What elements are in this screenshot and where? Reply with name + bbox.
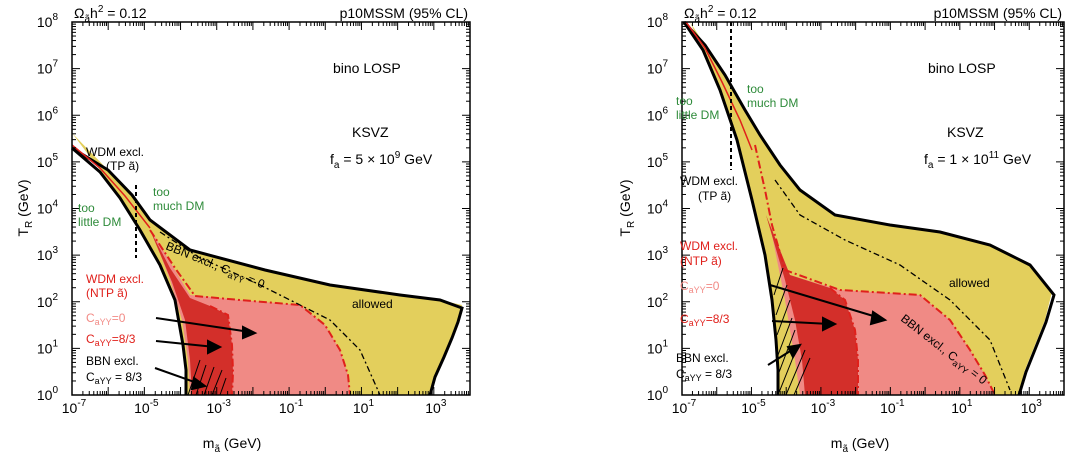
y-tick-label: 104 [647,199,669,217]
bbn83-label-2: CaYY = 8/3 [86,370,142,386]
allowed-region [72,133,462,395]
red-upper-line [71,144,151,229]
caYY0-label: CaYY=0 [86,311,126,327]
y-tick-label: 102 [647,292,669,310]
wdm-ntp-line [149,229,351,396]
caYY83-region [150,230,233,395]
caYY83-label: CaYY=8/3 [86,332,136,348]
wdm-ntp-label-2: (NTP ã) [680,254,722,268]
wdm-ntp-label: WDM excl. [680,239,738,253]
caYY83-region [766,215,858,395]
wdm-ntp-label: WDM excl. [86,272,144,286]
y-tick-label: 100 [37,385,59,403]
wdm-ntp-line [754,144,996,396]
title-left: Ωãh2 = 0.12 [74,4,147,25]
y-tick-label: 102 [37,292,59,310]
allowed-label: allowed [949,276,990,290]
relic-boundary [71,146,188,395]
red-upper-line [685,21,753,151]
fa-label: fa = 5 × 109 GeV [330,150,433,171]
too-little-label: too [78,201,95,215]
allowed-label: allowed [352,297,393,311]
y-tick-label: 100 [647,385,669,403]
title-left: Ωãh2 = 0.12 [684,4,757,25]
right-panel: 10-7 10-5 10-3 10-1 101 103 100 101 102 103 104 105… [617,4,1065,454]
bino-losp-label: bino LOSP [928,60,996,76]
wdm-ntp-label-2: (NTP ã) [86,286,128,300]
relic-boundary-upper [682,20,1056,396]
arrows [767,284,888,366]
too-little-label-2: little DM [676,108,719,122]
wdm-tp-label-2: (TP ã) [698,189,731,203]
y-tick-label: 108 [647,12,669,30]
bbn-caYY0-line [774,179,1011,391]
title-right: p10MSSM (95% CL) [934,5,1062,21]
wdm-ntp-line-83 [829,287,859,395]
title-right: p10MSSM (95% CL) [340,5,468,21]
y-tick-label: 107 [37,59,59,77]
x-tick-label: 10-1 [880,398,905,416]
x-tick-label: 10-1 [279,398,304,416]
too-much-label: too [153,185,170,199]
too-much-label-2: much DM [153,199,204,213]
x-tick-label: 10-7 [62,398,87,416]
x-tick-label: 10-3 [811,398,836,416]
tick-marks: 10-7 10-5 10-3 10-1 101 103 100 101 102 103 104 105… [37,12,471,416]
bino-losp-label: bino LOSP [333,60,401,76]
x-axis-label: mã (GeV) [831,435,889,454]
y-tick-label: 101 [37,338,59,356]
bbn83-label-2: CaYY = 8/3 [676,367,732,383]
tick-marks: 10-7 10-5 10-3 10-1 101 103 100 101 102 103 104 105… [647,12,1065,416]
y-tick-label: 103 [37,245,59,263]
y-tick-label: 103 [647,245,669,263]
too-much-label: too [747,82,764,96]
x-tick-label: 103 [1021,398,1043,416]
too-little-label-2: little DM [78,215,121,229]
y-tick-label: 106 [647,105,669,123]
ksvz-label: KSVZ [947,124,984,140]
x-tick-label: 10-3 [206,398,231,416]
x-tick-label: 10-5 [741,398,766,416]
wdm-tp-label: WDM excl. [86,145,144,159]
y-tick-label: 106 [37,105,59,123]
wdm-tp-label-2: (TP ã) [106,159,139,173]
ksvz-label: KSVZ [352,124,389,140]
relic-boundary-upper [71,146,464,396]
bbn-caYY0-line [159,231,381,396]
relic-boundary [682,21,780,395]
x-axis-label: mã (GeV) [203,435,261,454]
y-tick-label: 107 [647,59,669,77]
y-tick-label: 108 [37,12,59,30]
x-tick-label: 101 [353,398,375,416]
bbn83-label: BBN excl. [86,354,139,368]
bbn-hatched-region [187,359,227,395]
x-tick-label: 10-7 [672,398,697,416]
too-much-label-2: much DM [747,96,798,110]
y-axis-label: TR (GeV) [617,179,637,236]
bbn83-label: BBN excl. [676,351,729,365]
fa-label: fa = 1 × 1011 GeV [924,150,1032,171]
caYY83-label: CaYY=8/3 [680,312,730,328]
y-tick-label: 104 [37,199,59,217]
too-little-label: too [676,94,693,108]
caYY0-label: CaYY=0 [680,279,720,295]
arrows [154,317,258,391]
wdm-tp-label: WDM excl. [680,174,738,188]
y-axis-label: TR (GeV) [15,179,35,236]
y-tick-label: 101 [647,338,669,356]
x-tick-label: 101 [951,398,973,416]
x-tick-label: 103 [425,398,447,416]
y-tick-label: 105 [37,152,59,170]
wdm-ntp-line-83 [209,305,235,396]
left-panel: 10-7 10-5 10-3 10-1 101 103 100 101 102 103 104 105… [15,4,471,454]
y-tick-label: 105 [647,152,669,170]
x-tick-label: 10-5 [134,398,159,416]
